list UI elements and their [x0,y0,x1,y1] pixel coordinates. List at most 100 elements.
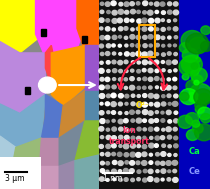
Circle shape [105,85,110,89]
Text: 3 μm: 3 μm [5,174,24,183]
Circle shape [161,119,165,122]
Circle shape [148,169,153,174]
Circle shape [137,86,140,89]
Circle shape [154,144,158,147]
Circle shape [173,127,177,131]
Circle shape [130,128,133,131]
Circle shape [173,60,177,64]
Circle shape [155,18,160,23]
Circle shape [130,2,134,6]
Circle shape [100,27,103,30]
Polygon shape [75,121,99,161]
Circle shape [130,77,134,81]
Circle shape [168,120,172,123]
Circle shape [155,136,160,140]
Circle shape [198,107,210,119]
Circle shape [136,27,140,30]
Circle shape [130,110,134,114]
Polygon shape [82,36,87,43]
Polygon shape [45,45,55,79]
Circle shape [112,28,116,31]
Circle shape [105,52,110,56]
Circle shape [137,94,140,98]
Circle shape [111,93,116,98]
Circle shape [125,161,129,164]
Circle shape [136,51,141,56]
Circle shape [143,77,147,81]
Circle shape [137,145,140,148]
Circle shape [166,161,171,165]
Circle shape [155,77,159,81]
Circle shape [180,92,189,101]
Circle shape [150,136,153,139]
Circle shape [99,126,104,131]
Circle shape [186,129,199,140]
Circle shape [161,178,164,181]
Circle shape [191,68,207,83]
Circle shape [173,177,178,182]
Bar [99,0,178,189]
Circle shape [192,75,203,85]
Circle shape [161,11,165,14]
Circle shape [161,60,164,64]
Circle shape [105,27,110,31]
Circle shape [113,178,116,181]
Circle shape [99,85,104,90]
Circle shape [162,144,165,147]
Circle shape [131,61,135,64]
Circle shape [168,153,171,156]
Circle shape [194,89,210,105]
Circle shape [136,2,140,5]
Circle shape [161,19,164,22]
Circle shape [137,19,142,23]
Circle shape [143,44,147,48]
Circle shape [166,60,171,65]
Circle shape [112,44,115,47]
Circle shape [142,102,147,107]
Circle shape [125,94,129,98]
Circle shape [182,74,189,80]
Circle shape [155,43,159,47]
Circle shape [160,136,165,140]
Circle shape [168,170,171,173]
Circle shape [105,2,110,6]
Polygon shape [75,155,99,189]
Circle shape [124,119,128,123]
Circle shape [118,36,121,38]
Text: Ce: Ce [188,167,200,177]
Circle shape [182,48,198,62]
Circle shape [105,77,110,81]
Circle shape [155,69,159,73]
Circle shape [167,27,171,30]
Circle shape [137,10,140,13]
Circle shape [149,119,154,123]
Circle shape [136,161,140,165]
Circle shape [148,68,153,73]
Circle shape [106,170,109,173]
Text: Ca: Ca [188,147,200,156]
Circle shape [161,152,166,156]
Circle shape [100,77,104,81]
Circle shape [100,161,104,165]
Circle shape [142,52,147,57]
Polygon shape [0,136,30,166]
Circle shape [124,78,127,81]
Circle shape [143,11,146,14]
Circle shape [148,18,154,23]
Bar [139,25,155,57]
Circle shape [136,153,141,157]
Circle shape [160,2,165,6]
Circle shape [149,153,152,156]
Circle shape [125,112,128,115]
Circle shape [124,135,129,140]
Circle shape [148,51,153,56]
Circle shape [111,102,116,107]
Circle shape [118,9,123,14]
Polygon shape [59,91,85,138]
Circle shape [174,153,177,156]
Circle shape [113,78,116,81]
Circle shape [142,18,147,23]
Circle shape [117,152,122,156]
Circle shape [167,78,171,81]
Circle shape [112,160,117,164]
